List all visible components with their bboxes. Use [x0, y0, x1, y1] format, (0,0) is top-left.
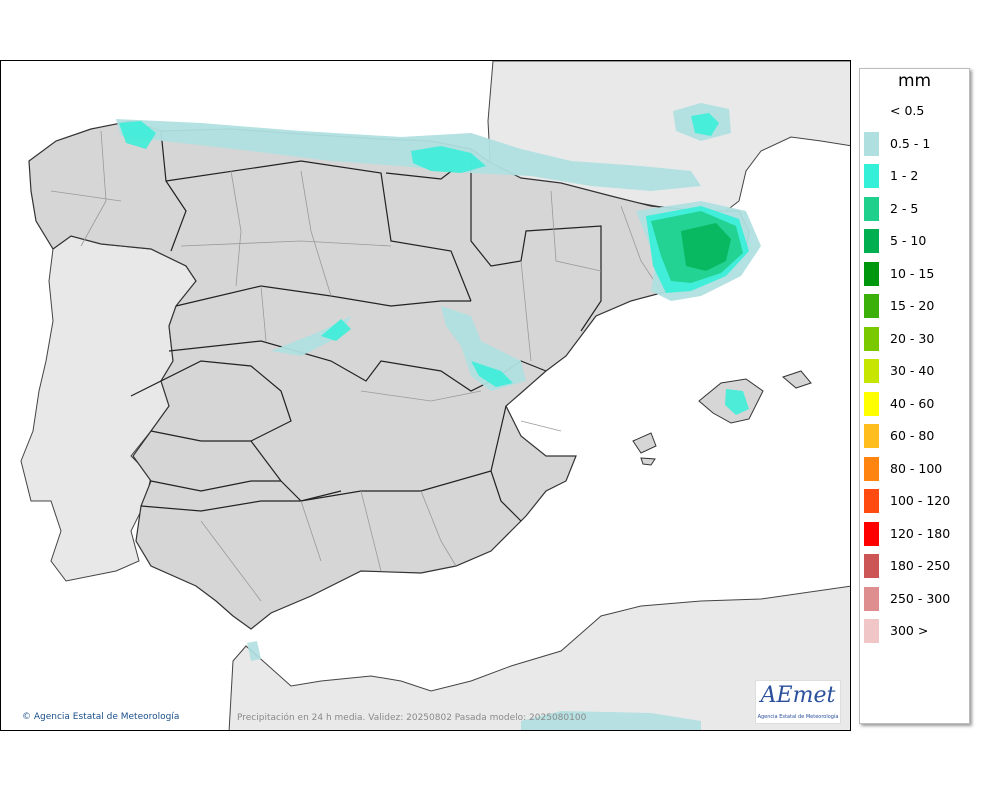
africa-land: [228, 585, 850, 730]
legend-swatch: [864, 391, 879, 416]
legend-label: 250 - 300: [890, 590, 951, 606]
legend-label: 5 - 10: [890, 233, 927, 248]
map-canvas: [1, 61, 850, 730]
precip-catalonia-core: [681, 223, 731, 271]
legend-swatch: [864, 456, 879, 481]
legend-swatch: [864, 229, 879, 253]
legend-swatch: [864, 359, 879, 383]
legend-label: 30 - 40: [890, 363, 935, 378]
legend-label: 80 - 100: [890, 460, 943, 476]
precip-iberian: [441, 306, 526, 391]
aemet-logo: AEmet Agencia Estatal de Meteorología: [755, 680, 841, 724]
copyright-icon: ©: [22, 712, 31, 722]
legend-swatch: [864, 424, 879, 448]
legend-swatch: [864, 131, 879, 156]
legend-label: 20 - 30: [890, 330, 935, 346]
precipitation-legend: mm < 0.5 0.5 - 1 1 - 2 2 - 5 5 - 10 10 - 15 15…: [859, 68, 970, 724]
precipitation-areas: [116, 103, 761, 730]
precip-central: [271, 316, 351, 356]
legend-swatch: [864, 326, 879, 351]
precip-france-mid: [691, 113, 719, 136]
precip-iberian-mid: [471, 361, 513, 387]
precip-cantabria: [411, 146, 486, 173]
precip-galicia: [119, 121, 156, 149]
legend-swatch: [864, 521, 879, 546]
legend-swatch: [864, 164, 879, 188]
formentera-land: [640, 457, 656, 466]
legend-swatch: [864, 489, 879, 513]
legend-label: 120 - 180: [890, 525, 951, 541]
precip-north-coast-light: [116, 119, 701, 191]
precip-sea-south: [521, 711, 701, 730]
credit-text: Agencia Estatal de Meteorología: [33, 712, 180, 722]
legend-label: 0.5 - 1: [890, 135, 931, 151]
legend-label: 100 - 120: [890, 493, 951, 508]
precip-mallorca: [725, 389, 749, 415]
aemet-credit: © Agencia Estatal de Meteorología: [22, 712, 179, 722]
legend-label: 1 - 2: [890, 168, 919, 183]
precipitation-map[interactable]: [0, 60, 851, 731]
menorca-land: [781, 370, 812, 389]
precip-central-mid: [321, 319, 351, 341]
ibiza-land: [632, 432, 657, 454]
logo-brand: AEmet: [760, 683, 836, 708]
logo-subtitle: Agencia Estatal de Meteorología: [757, 714, 839, 720]
legend-swatch: [864, 586, 879, 611]
legend-swatch: [864, 196, 879, 221]
province-borders: [50, 130, 662, 602]
spain-land: [28, 120, 750, 630]
legend-label: 300 >: [890, 623, 929, 638]
map-caption: Precipitación en 24 h media. Validez: 20…: [237, 713, 587, 723]
legend-swatch: [864, 294, 879, 318]
legend-label: 10 - 15: [890, 265, 935, 281]
legend-swatch: [864, 554, 879, 578]
legend-label: 180 - 250: [890, 558, 951, 573]
legend-label: 2 - 5: [890, 200, 919, 216]
region-borders: [130, 130, 602, 522]
legend-label: < 0.5: [890, 103, 925, 118]
legend-label: 15 - 20: [890, 298, 935, 313]
legend-swatch: [864, 261, 879, 286]
legend-label: 40 - 60: [890, 395, 935, 411]
legend-label: 60 - 80: [890, 428, 935, 443]
legend-swatch: [864, 619, 879, 643]
precip-africa-point: [247, 641, 261, 661]
legend-unit: mm: [897, 71, 932, 91]
legend-swatch: [864, 99, 879, 123]
